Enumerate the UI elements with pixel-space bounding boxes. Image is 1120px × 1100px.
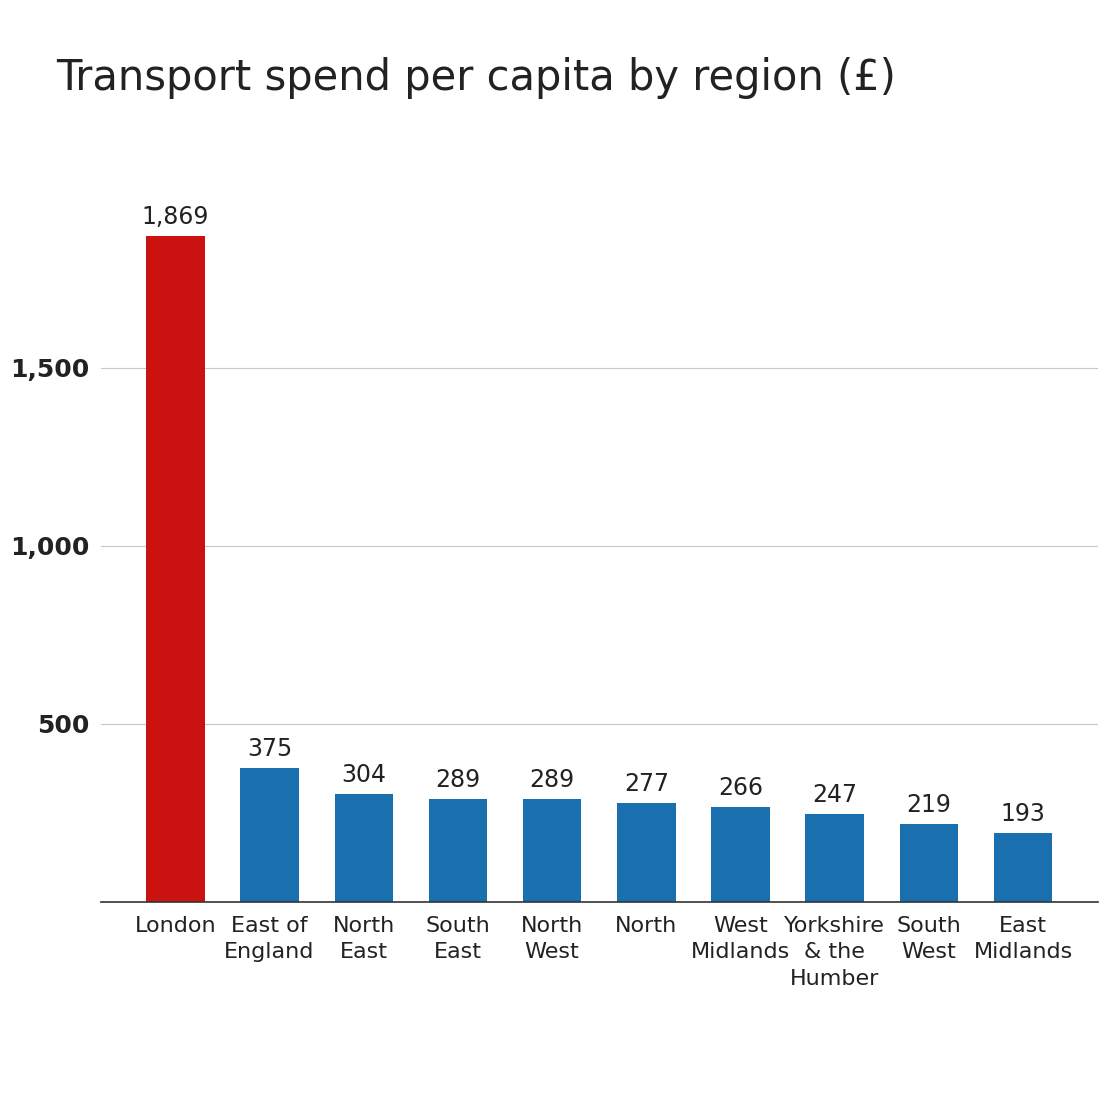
Bar (241, 769, 299, 902)
Text: 247: 247 (812, 783, 857, 807)
Text: 219: 219 (906, 793, 951, 817)
Text: 289: 289 (436, 768, 480, 792)
Bar (617, 803, 675, 902)
Bar (805, 814, 864, 902)
Bar (335, 794, 393, 902)
Text: 289: 289 (530, 768, 575, 792)
Text: 193: 193 (1000, 802, 1046, 826)
Text: 266: 266 (718, 777, 763, 800)
Text: 1,869: 1,869 (141, 206, 209, 229)
Bar (899, 824, 958, 902)
Bar (993, 834, 1053, 902)
Text: 304: 304 (342, 762, 386, 786)
Text: Transport spend per capita by region (£): Transport spend per capita by region (£) (56, 57, 896, 99)
Bar (711, 807, 769, 902)
Text: 375: 375 (246, 737, 292, 761)
Text: 277: 277 (624, 772, 669, 796)
Bar (523, 799, 581, 902)
Bar (146, 236, 205, 902)
Bar (429, 799, 487, 902)
